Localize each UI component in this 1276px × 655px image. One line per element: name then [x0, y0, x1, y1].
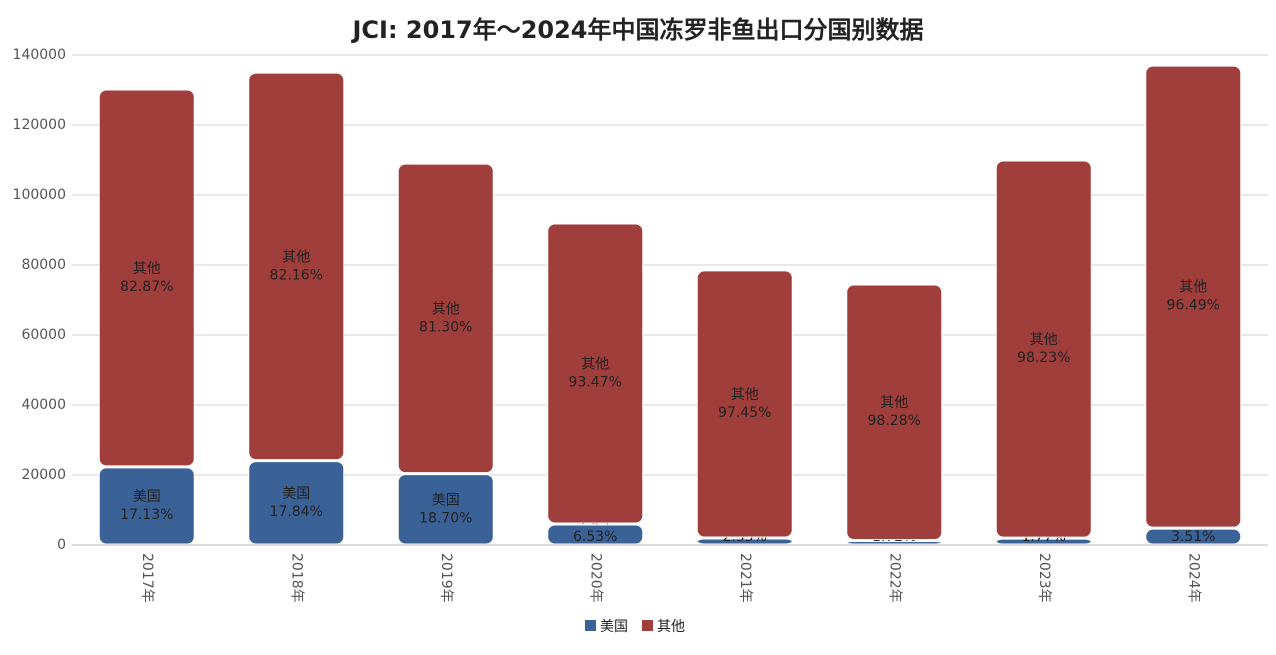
bar-segment — [696, 538, 793, 545]
data-label-percent: 82.16% — [270, 267, 323, 283]
data-label-percent: 17.13% — [120, 507, 173, 523]
data-label-percent: 18.70% — [419, 510, 472, 526]
x-tick-label: 2023年 — [1036, 553, 1052, 603]
y-tick-label: 40000 — [21, 397, 66, 413]
bar-segment — [98, 89, 195, 467]
data-label-percent: 6.53% — [573, 529, 617, 545]
x-tick-label: 2021年 — [737, 553, 753, 603]
y-tick-label: 100000 — [13, 187, 66, 203]
legend-label[interactable]: 其他 — [657, 619, 685, 635]
bar-segment — [846, 541, 943, 545]
bar-segment — [248, 72, 345, 461]
bar-segment — [397, 474, 494, 545]
y-tick-label: 0 — [57, 537, 66, 553]
x-tick-label: 2019年 — [438, 553, 454, 603]
x-tick-label: 2017年 — [139, 553, 155, 603]
bar-segment — [397, 163, 494, 474]
data-label-name: 美国 — [282, 486, 310, 502]
data-label-percent: 93.47% — [569, 374, 622, 390]
bar-segment — [248, 461, 345, 545]
bar-segment — [995, 160, 1092, 538]
data-label-percent: 81.30% — [419, 319, 472, 335]
bar-segment — [1145, 65, 1242, 528]
data-label-name: 其他 — [1030, 332, 1058, 348]
y-tick-label: 120000 — [13, 117, 66, 133]
bar-segment — [696, 270, 793, 538]
data-label-percent: 3.51% — [1171, 529, 1215, 545]
data-label-name: 其他 — [880, 395, 908, 411]
data-label-name: 其他 — [432, 301, 460, 317]
data-label-percent: 17.84% — [270, 504, 323, 520]
x-tick-label: 2020年 — [587, 553, 603, 603]
legend-swatch[interactable] — [585, 620, 596, 631]
bar-segment — [98, 467, 195, 545]
x-tick-label: 2018年 — [288, 553, 304, 603]
data-label-name: 其他 — [1179, 280, 1207, 296]
data-label-percent: 97.45% — [718, 405, 771, 421]
data-label-name: 其他 — [282, 249, 310, 265]
y-tick-label: 60000 — [21, 327, 66, 343]
data-label-percent: 96.49% — [1167, 298, 1220, 314]
legend-swatch[interactable] — [642, 620, 653, 631]
bar-segment — [547, 524, 644, 545]
data-label-percent: 82.87% — [120, 279, 173, 295]
data-label-name: 其他 — [581, 356, 609, 372]
bar-segment — [547, 223, 644, 524]
x-tick-label: 2024年 — [1185, 553, 1201, 603]
y-tick-label: 140000 — [13, 47, 66, 63]
data-label-name: 美国 — [133, 489, 161, 505]
data-label-name: 美国 — [432, 492, 460, 508]
data-label-percent: 98.28% — [868, 413, 921, 429]
y-tick-label: 80000 — [21, 257, 66, 273]
chart-title: JCI: 2017年～2024年中国冻罗非鱼出口分国别数据 — [350, 16, 923, 44]
bar-segment — [995, 538, 1092, 545]
legend-label[interactable]: 美国 — [600, 619, 628, 635]
x-tick-label: 2022年 — [886, 553, 902, 603]
data-label-name: 其他 — [731, 387, 759, 403]
data-label-percent: 98.23% — [1017, 350, 1070, 366]
bar-segment — [846, 284, 943, 541]
data-label-name: 其他 — [133, 261, 161, 277]
y-tick-label: 20000 — [21, 467, 66, 483]
bar-segment — [1145, 528, 1242, 545]
